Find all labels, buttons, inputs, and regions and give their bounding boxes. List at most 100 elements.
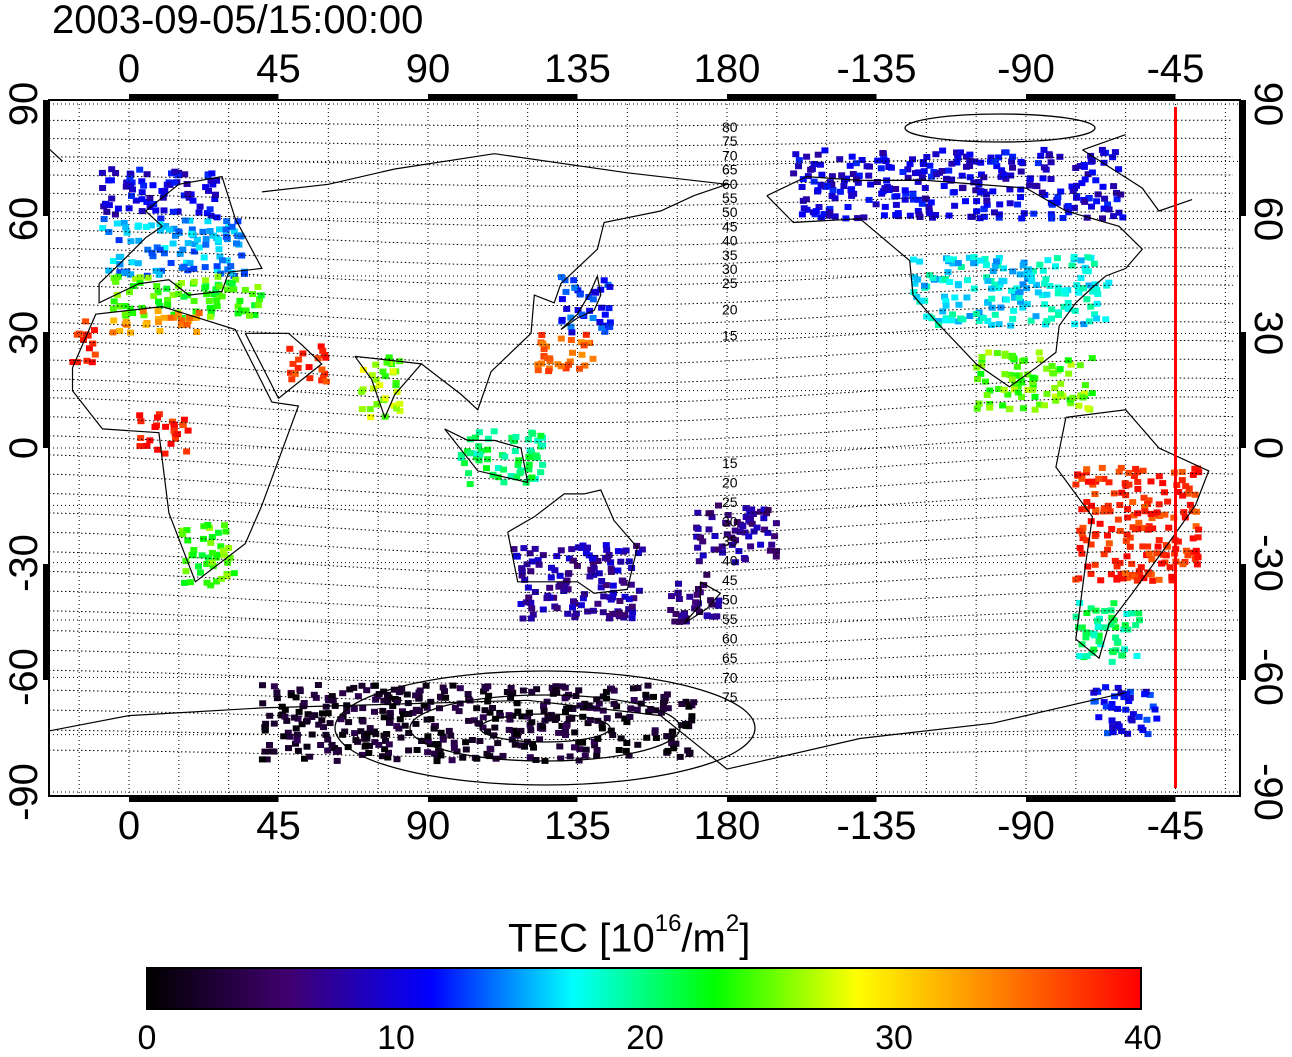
tec-cell: [525, 453, 533, 460]
tec-cell: [484, 435, 492, 442]
tec-cell: [1078, 624, 1086, 631]
tec-cell: [688, 717, 696, 724]
contour-line: [49, 229, 1234, 247]
tec-cell: [165, 226, 173, 233]
tec-cell: [213, 551, 221, 558]
tec-cell: [1104, 532, 1111, 539]
tec-cell: [462, 739, 470, 746]
tec-cell: [552, 687, 560, 694]
tec-cell: [1037, 152, 1045, 159]
contour-line: [49, 669, 1234, 686]
tec-cell: [228, 270, 236, 276]
tec-cell: [358, 682, 366, 689]
tec-cell: [413, 706, 421, 713]
tec-cell: [295, 356, 303, 363]
tec-cell: [246, 312, 253, 319]
tec-cell: [451, 704, 459, 711]
tec-cell: [205, 187, 212, 194]
tec-cell: [1113, 574, 1121, 581]
tec-cell: [565, 555, 573, 562]
tec-cell: [222, 226, 230, 233]
tec-cell: [1132, 622, 1140, 629]
contour-label: 70: [722, 147, 738, 163]
tec-cell: [1095, 475, 1103, 482]
tec-cell: [221, 522, 228, 529]
tec-cell: [228, 223, 236, 230]
tec-cell: [136, 443, 144, 450]
contour-label: 35: [722, 247, 738, 263]
bottom-lon-tick-label: 90: [405, 804, 451, 848]
tec-cell: [1102, 316, 1110, 323]
tec-cell: [977, 159, 985, 166]
tec-cell: [230, 570, 238, 577]
tec-cell: [949, 311, 957, 318]
tec-cell: [1098, 464, 1106, 471]
tec-cell: [980, 174, 988, 181]
tec-cell: [1121, 622, 1129, 629]
tec-cell: [909, 196, 917, 203]
tec-cell: [99, 185, 107, 191]
contour-label: 20: [722, 301, 738, 317]
tec-cell: [525, 466, 533, 473]
tec-cell: [379, 368, 387, 375]
tec-cell: [1064, 203, 1072, 209]
tec-region-indonesia: [457, 428, 547, 488]
contour-label: 65: [722, 162, 738, 178]
tec-cell: [919, 161, 927, 168]
tec-cell: [134, 260, 142, 267]
tec-cell: [366, 406, 374, 413]
tec-cell: [682, 722, 690, 729]
tec-cell: [1129, 524, 1137, 531]
tec-cell: [385, 354, 393, 361]
tec-cell: [1048, 306, 1056, 313]
tec-cell: [642, 691, 650, 698]
tec-cell: [319, 347, 327, 354]
tec-cell: [916, 214, 924, 220]
tec-cell: [979, 315, 987, 322]
tec-cell: [602, 582, 610, 589]
tec-cell: [918, 174, 926, 181]
tec-cell: [921, 195, 929, 202]
tec-cell: [534, 437, 542, 444]
tec-cell: [925, 203, 933, 210]
coastline-new-zealand: [683, 581, 722, 625]
contour-line: [49, 340, 1234, 365]
tec-cell: [1188, 549, 1196, 556]
tec-cell: [768, 541, 776, 548]
tec-cell: [980, 206, 988, 213]
tec-cell: [389, 368, 397, 375]
lon-scale-bar: [428, 94, 578, 100]
tec-cell: [142, 321, 150, 328]
tec-cell: [518, 565, 526, 572]
tec-cell: [934, 318, 942, 324]
tec-cell: [161, 245, 169, 252]
tec-cell: [188, 230, 196, 237]
tec-cell: [948, 176, 956, 183]
tec-cell: [1158, 560, 1166, 567]
tec-cell: [1122, 537, 1130, 544]
tec-cell: [1053, 255, 1061, 262]
tec-cell: [480, 688, 488, 695]
tec-cell: [904, 166, 912, 173]
tec-cell: [179, 531, 187, 538]
tec-cell: [506, 716, 514, 723]
tec-cell: [1048, 215, 1056, 222]
tec-cell: [1141, 691, 1149, 698]
tec-cell: [597, 286, 605, 293]
tec-cell: [772, 520, 780, 527]
tec-cell: [91, 327, 98, 334]
tec-cell: [694, 509, 702, 516]
tec-cell: [1124, 626, 1132, 633]
tec-cell: [535, 561, 543, 568]
tec-cell: [580, 342, 588, 349]
tec-region-antarctic-coast: [258, 682, 698, 765]
tec-cell: [1102, 624, 1110, 631]
tec-cell: [664, 747, 672, 754]
tec-cell: [380, 697, 388, 704]
tec-cell: [1117, 571, 1125, 578]
tec-cell: [257, 292, 265, 299]
contour-line: [49, 689, 1234, 704]
tec-cell: [1042, 276, 1050, 283]
tec-cell: [1111, 149, 1119, 156]
tec-cell: [354, 693, 362, 700]
